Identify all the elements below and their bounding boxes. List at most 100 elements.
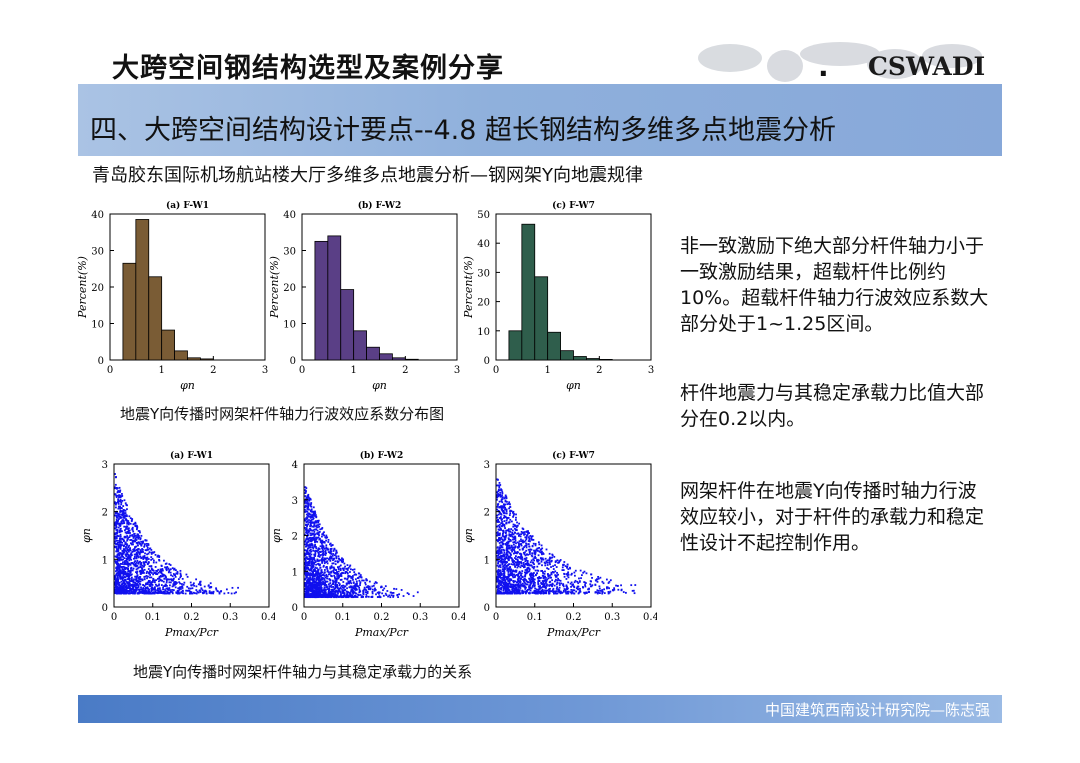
- scatter-point: [497, 490, 500, 493]
- scatter-point: [135, 588, 138, 591]
- scatter-point: [505, 519, 508, 522]
- scatter-point: [496, 586, 498, 588]
- scatter-point: [115, 573, 118, 576]
- scatter-point: [124, 553, 127, 556]
- scatter-point: [504, 579, 507, 581]
- scatter-point: [497, 510, 500, 512]
- scatter-point: [500, 516, 502, 518]
- scatter-point: [165, 579, 168, 582]
- scatter-point: [304, 568, 307, 570]
- scatter-point: [330, 553, 333, 555]
- scatter-point: [506, 592, 509, 594]
- scatter-point: [306, 518, 308, 520]
- scatter-point: [512, 525, 515, 528]
- scatter-point: [175, 591, 178, 594]
- scatter-point: [509, 510, 511, 513]
- scatter-point: [316, 536, 319, 539]
- scatter-point: [558, 591, 561, 594]
- scatter-point: [605, 578, 608, 581]
- section-band: [78, 84, 1002, 156]
- scatter-point: [502, 511, 505, 514]
- scatter-point: [203, 590, 206, 593]
- scatter-point: [498, 592, 501, 595]
- scatter-point: [317, 569, 320, 571]
- hist-ytick-label: 30: [91, 247, 104, 258]
- scatter-point: [155, 589, 157, 592]
- scatter-point: [501, 518, 503, 521]
- scatter-point: [518, 581, 521, 583]
- scatter-point: [521, 541, 524, 544]
- scatter-point: [524, 592, 527, 595]
- scatter-point: [219, 590, 222, 593]
- scatter-point: [315, 563, 317, 566]
- scatter-point: [122, 511, 125, 513]
- scatter-point: [147, 543, 150, 545]
- scatter-ytick-label: 2: [484, 508, 490, 519]
- hist-xtick-label: 1: [544, 365, 550, 376]
- scatter-point: [496, 532, 498, 534]
- scatter-point: [312, 562, 314, 565]
- scatter-point: [122, 584, 125, 587]
- scatter-point: [357, 577, 360, 579]
- scatter-point: [116, 494, 119, 497]
- scatter-point: [133, 548, 136, 550]
- scatter-point: [331, 593, 334, 596]
- scatter-point: [335, 557, 338, 560]
- scatter-point: [532, 561, 535, 564]
- scatter-point: [502, 555, 505, 558]
- scatter-point: [584, 584, 586, 586]
- scatter-point: [352, 592, 355, 594]
- scatter-point: [615, 584, 617, 587]
- scatter-point: [118, 581, 121, 584]
- scatter-point: [337, 570, 340, 573]
- scatter-point: [320, 586, 323, 589]
- scatter-point: [342, 558, 345, 561]
- scatter-point: [137, 551, 140, 554]
- scatter-point: [339, 559, 342, 561]
- scatter-point: [503, 575, 506, 578]
- scatter-point: [144, 589, 147, 592]
- scatter-point: [525, 568, 528, 571]
- scatter-point: [523, 577, 526, 580]
- scatter-point: [312, 517, 315, 520]
- scatter-point: [135, 576, 138, 579]
- scatter-point: [530, 535, 533, 538]
- scatter-point: [583, 570, 586, 573]
- scatter-point: [118, 515, 121, 518]
- scatter-point: [158, 575, 161, 578]
- scatter-point: [306, 587, 309, 590]
- scatter-point: [537, 581, 540, 583]
- scatter-point: [306, 495, 309, 498]
- scatter-point: [513, 587, 516, 590]
- scatter-point: [143, 565, 145, 567]
- scatter-point: [557, 561, 560, 564]
- scatter-point: [114, 532, 116, 535]
- scatter-point: [496, 555, 498, 557]
- scatter-point: [329, 566, 332, 569]
- scatter-ytick-label: 2: [102, 508, 108, 519]
- scatter-point: [529, 561, 532, 564]
- scatter-point: [307, 540, 310, 543]
- scatter-point: [124, 509, 127, 512]
- scatter-point: [584, 581, 586, 584]
- scatter-point: [539, 577, 541, 580]
- scatter-point: [172, 578, 175, 581]
- scatter-point: [136, 579, 138, 582]
- scatter-point: [392, 594, 395, 597]
- scatter-point: [513, 541, 516, 543]
- scatter-point: [141, 567, 143, 569]
- scatter-point: [556, 579, 559, 582]
- scatter-point: [556, 571, 558, 574]
- scatter-point: [320, 594, 323, 597]
- scatter-title: (c) F-W7: [552, 450, 595, 461]
- scatter-point: [355, 573, 358, 576]
- scatter-point: [535, 549, 537, 552]
- scatter-point: [137, 581, 140, 584]
- scatter-point: [502, 581, 505, 584]
- scatter-point: [127, 527, 130, 530]
- scatter-point: [313, 545, 316, 548]
- scatter-point: [496, 564, 499, 567]
- scatter-point: [324, 580, 327, 583]
- scatter-point: [121, 579, 124, 581]
- scatter-xtick-label: 0: [111, 612, 117, 623]
